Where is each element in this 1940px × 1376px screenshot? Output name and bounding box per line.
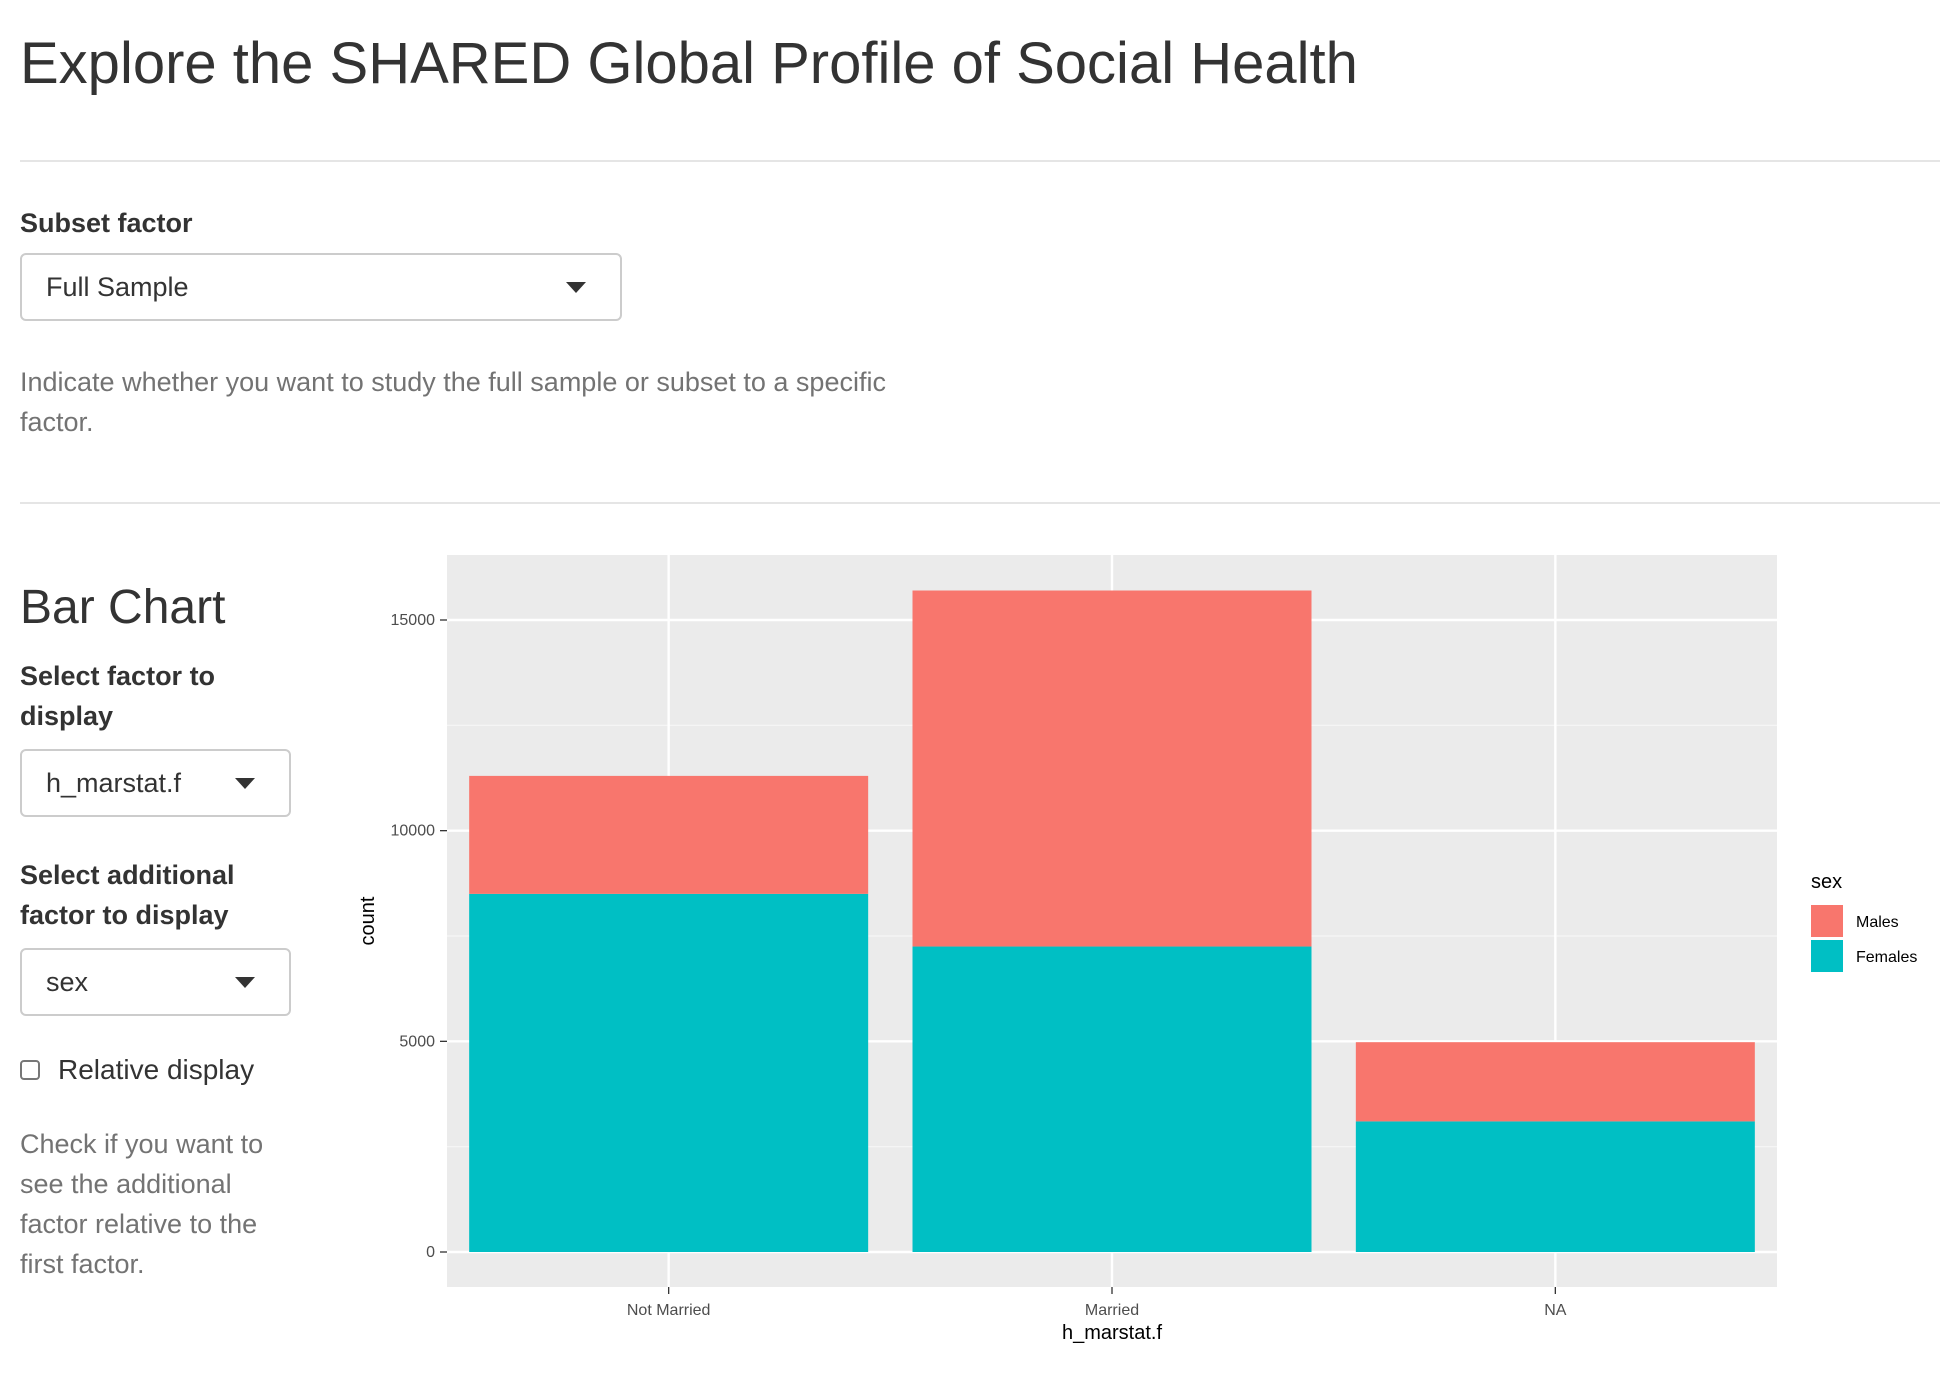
section-divider <box>20 502 1940 504</box>
bar-males-married <box>912 590 1312 947</box>
bar-females-na <box>1355 1121 1755 1252</box>
chevron-down-icon <box>235 977 255 988</box>
factor-select[interactable]: h_marstat.f <box>20 749 291 817</box>
x-axis-tick-label: Not Married <box>627 1302 711 1319</box>
factor-select-value: h_marstat.f <box>46 767 182 798</box>
bar-females-married <box>912 946 1312 1252</box>
y-axis-tick-label: 10000 <box>391 823 436 840</box>
subset-factor-select[interactable]: Full Sample <box>20 253 622 321</box>
y-axis-label: count <box>357 896 379 945</box>
x-axis-tick-label: NA <box>1544 1302 1567 1319</box>
bar-males-na <box>1355 1042 1755 1122</box>
bar-chart-heading: Bar Chart <box>20 581 226 634</box>
y-axis-tick-label: 0 <box>426 1244 435 1261</box>
chevron-down-icon <box>566 282 586 293</box>
additional-factor-label: Select additional factor to display <box>20 860 235 930</box>
subset-factor-value: Full Sample <box>46 271 189 302</box>
legend-key-males <box>1811 905 1843 937</box>
y-axis-tick-label: 5000 <box>399 1033 435 1050</box>
additional-factor-value: sex <box>46 966 89 997</box>
relative-display-checkbox[interactable] <box>20 1060 40 1080</box>
legend-title: sex <box>1811 871 1842 893</box>
additional-factor-select[interactable]: sex <box>20 948 291 1016</box>
bar-males-not-married <box>469 775 869 894</box>
subset-factor-label: Subset factor <box>20 208 193 238</box>
top-divider <box>20 160 1940 162</box>
relative-display-label: Relative display <box>58 1054 255 1085</box>
legend-key-females <box>1811 940 1843 972</box>
chevron-down-icon <box>235 778 255 789</box>
x-axis-label: h_marstat.f <box>1062 1322 1162 1344</box>
subset-factor-help: Indicate whether you want to study the f… <box>20 367 886 437</box>
x-axis-tick-label: Married <box>1085 1302 1139 1319</box>
legend-label-females: Females <box>1856 949 1917 966</box>
bar-females-not-married <box>469 893 869 1252</box>
relative-display-help: Check if you want to see the additional … <box>20 1129 264 1279</box>
legend-label-males: Males <box>1856 914 1899 931</box>
bar-chart: 0 5000 10000 15000 Not Married Married NA h_mar… <box>357 555 1917 1344</box>
page-title: Explore the SHARED Global Profile of Soc… <box>20 31 1358 96</box>
relative-display-control[interactable]: Relative display <box>20 1054 254 1086</box>
y-axis-tick-label: 15000 <box>391 612 436 629</box>
factor-label: Select factor to display <box>20 661 216 731</box>
